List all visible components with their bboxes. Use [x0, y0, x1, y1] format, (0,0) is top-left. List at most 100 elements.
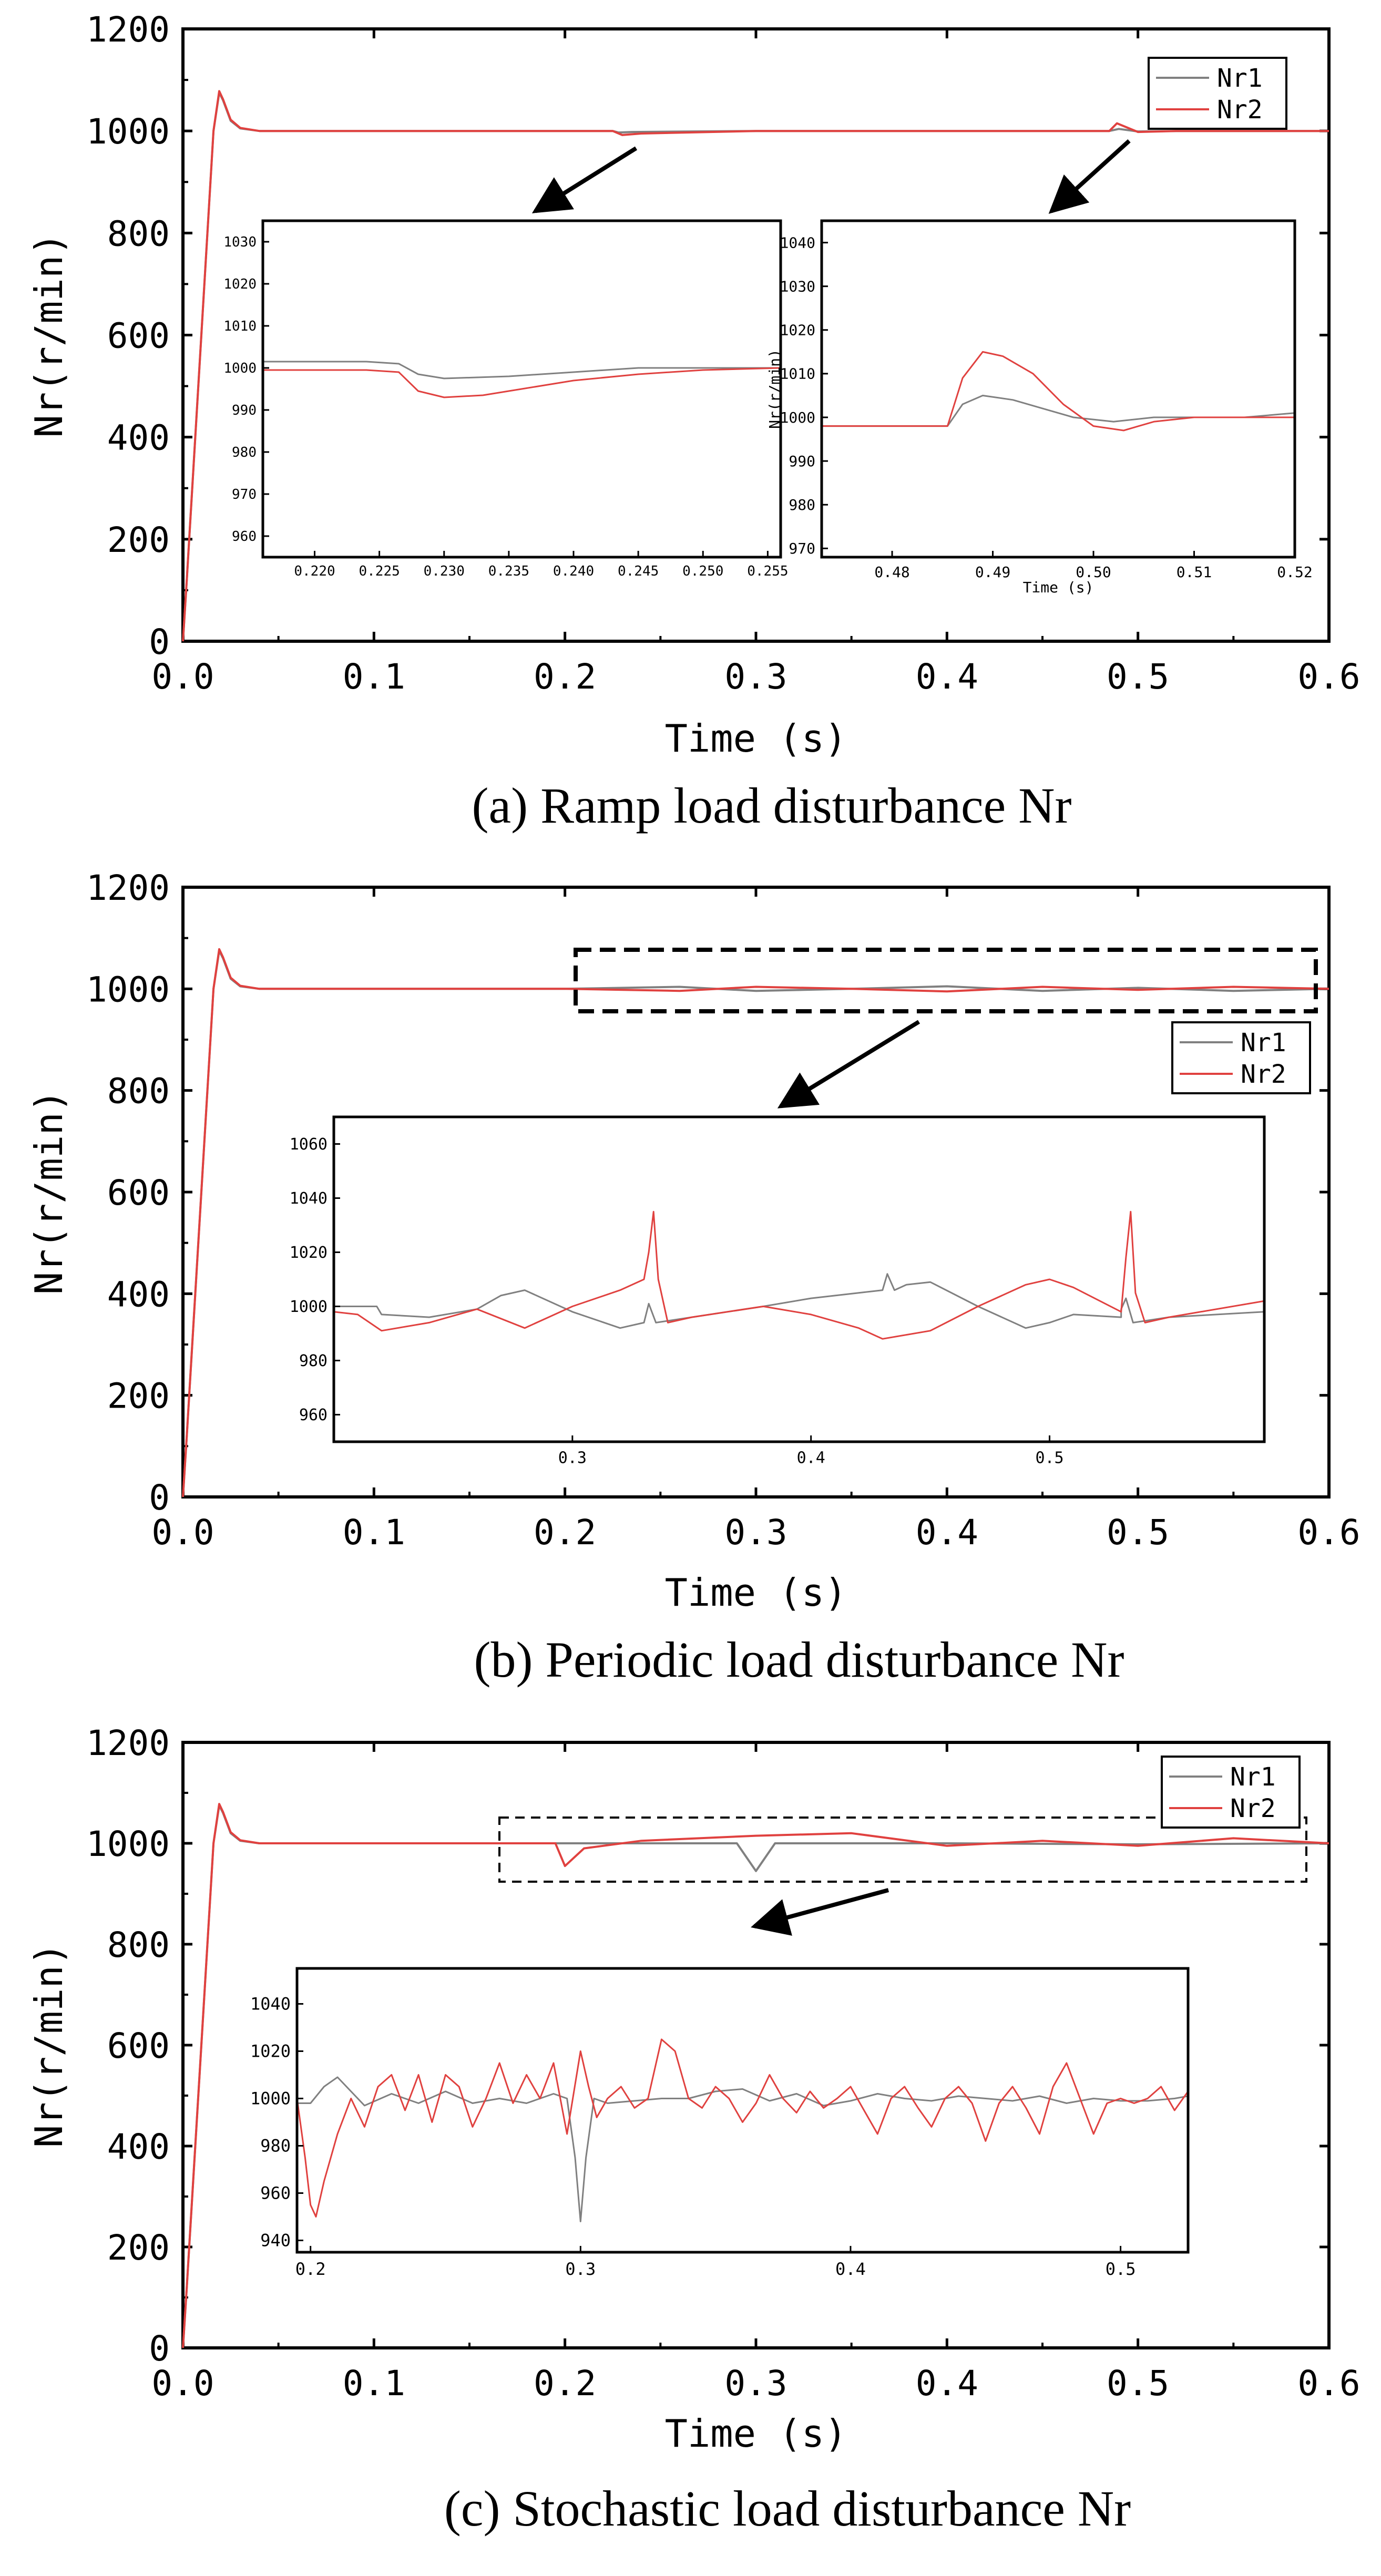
- x-tick-label: 0.4: [916, 2363, 978, 2404]
- inset-y-tick-label: 1020: [780, 322, 815, 339]
- inset-x-tick-label: 0.245: [618, 563, 659, 579]
- inset-y-tick-label: 980: [299, 1352, 328, 1370]
- inset-series-line-nr2: [334, 1210, 1264, 1340]
- x-tick-label: 0.2: [534, 656, 596, 697]
- inset-x-tick-label: 0.250: [682, 563, 723, 579]
- y-tick-label: 200: [107, 520, 170, 560]
- inset-plot-2: 970 980 990 1000 1010 1020 1030 1040 0.48 0.49 0.5…: [766, 219, 1313, 596]
- inset-y-tick-label: 1020: [290, 1244, 328, 1262]
- y-tick-label: 1200: [86, 868, 170, 908]
- inset-y-tick-label: 1010: [223, 319, 257, 334]
- y-tick-label: 1200: [86, 1723, 170, 1763]
- inset-y-tick-label: 1000: [250, 2089, 291, 2109]
- inset-series-line-nr2: [297, 2038, 1188, 2218]
- x-tick-label: 0.2: [534, 1512, 596, 1553]
- x-tick-label: 0.5: [1107, 656, 1169, 697]
- zoom-arrow: [777, 1020, 920, 1109]
- x-tick-label: 0.0: [151, 1512, 214, 1553]
- x-tick-label: 0.3: [724, 1512, 787, 1553]
- legend-box: [1161, 1756, 1301, 1829]
- series-line-nr2: [182, 948, 1329, 1497]
- figure-caption: (c) Stochastic load disturbance Nr: [444, 2480, 1131, 2537]
- y-tick-label: 1200: [86, 9, 170, 50]
- inset-x-tick-label: 0.230: [424, 563, 465, 579]
- y-tick-label: 600: [107, 1173, 170, 1213]
- figure-caption: (b) Periodic load disturbance Nr: [474, 1631, 1124, 1688]
- y-tick-label: 800: [107, 213, 170, 254]
- zoom-arrow: [751, 1888, 889, 1936]
- inset-y-tick-label: 980: [232, 445, 257, 460]
- inset-x-tick-label: 0.5: [1106, 2259, 1136, 2279]
- inset-y-tick-label: 1020: [250, 2041, 291, 2061]
- inset-series-line-nr1: [263, 361, 781, 379]
- inset-y-tick-label: 1040: [290, 1189, 328, 1208]
- inset-series-line-nr1: [334, 1273, 1264, 1329]
- inset-x-tick-label: 0.220: [294, 563, 335, 579]
- x-tick-label: 0.1: [343, 656, 405, 697]
- x-tick-label: 0.4: [916, 1512, 978, 1553]
- figure-caption: (a) Ramp load disturbance Nr: [472, 777, 1072, 834]
- y-tick-label: 400: [107, 1274, 170, 1315]
- y-axis-label: Nr(r/min): [27, 232, 71, 437]
- x-tick-label: 0.5: [1107, 2363, 1169, 2404]
- inset-y-tick-label: 1010: [780, 365, 815, 383]
- inset-y-tick-label: 980: [789, 496, 815, 514]
- inset-series-line-nr2: [822, 351, 1295, 432]
- legend-label-nr1: Nr1: [1241, 1028, 1286, 1058]
- inset-x-tick-label: 0.52: [1277, 563, 1312, 581]
- x-tick-label: 0.5: [1107, 1512, 1169, 1553]
- legend-label-nr2: Nr2: [1230, 1794, 1276, 1823]
- inset-y-tick-label: 1000: [780, 409, 815, 426]
- inset-y-tick-label: 990: [232, 403, 257, 418]
- inset-y-tick-label: 1000: [223, 361, 257, 376]
- inset-y-tick-label: 1060: [290, 1135, 328, 1154]
- inset-frame: [295, 1967, 1190, 2254]
- legend-label-nr1: Nr1: [1230, 1762, 1276, 1792]
- y-axis-label: Nr(r/min): [27, 1090, 71, 1295]
- inset-y-tick-label: 990: [789, 453, 815, 470]
- x-tick-label: 0.6: [1297, 2363, 1360, 2404]
- zoom-region-box: [574, 948, 1318, 1013]
- inset-y-tick-label: 1020: [223, 276, 257, 292]
- legend-label-nr1: Nr1: [1217, 64, 1263, 93]
- inset-y-tick-label: 960: [232, 529, 257, 545]
- inset-background: [297, 1968, 1188, 2252]
- y-tick-label: 1000: [86, 111, 170, 152]
- legend-box: [1171, 1021, 1311, 1094]
- x-tick-label: 0.4: [916, 656, 978, 697]
- x-tick-label: 0.0: [151, 656, 214, 697]
- inset-background: [334, 1117, 1264, 1442]
- inset-x-tick-label: 0.51: [1177, 563, 1212, 581]
- inset-y-tick-label: 1030: [780, 278, 815, 295]
- legend-label-nr2: Nr2: [1217, 95, 1263, 125]
- chart-panel-b: 0 200 400 600 800 1000 1200 0.0 0.1 0.2 0.3 0.4 0.5 0…: [27, 868, 1360, 1688]
- legend-label-nr2: Nr2: [1241, 1060, 1286, 1089]
- y-tick-label: 600: [107, 316, 170, 356]
- y-tick-label: 400: [107, 418, 170, 458]
- inset-y-tick-label: 940: [260, 2231, 291, 2251]
- inset-frame: [820, 219, 1296, 559]
- inset-x-tick-label: 0.3: [565, 2259, 596, 2279]
- x-tick-label: 0.6: [1297, 1512, 1360, 1553]
- inset-y-tick-label: 1030: [223, 234, 257, 250]
- inset-y-tick-label: 1040: [250, 1994, 291, 2014]
- x-axis-label: Time (s): [665, 2411, 847, 2456]
- inset-x-tick-label: 0.225: [359, 563, 400, 579]
- x-axis-label: Time (s): [665, 716, 847, 761]
- inset-y-tick-label: 960: [299, 1406, 328, 1424]
- y-tick-label: 800: [107, 1071, 170, 1112]
- y-tick-label: 0: [149, 1477, 170, 1518]
- y-tick-label: 1000: [86, 1824, 170, 1864]
- x-tick-label: 0.2: [534, 2363, 596, 2404]
- y-tick-label: 400: [107, 2127, 170, 2167]
- inset-frame: [261, 219, 782, 559]
- inset-y-axis-label: Nr(r/min): [766, 349, 783, 429]
- legend-box: [1148, 57, 1287, 130]
- inset-x-tick-label: 0.4: [797, 1449, 825, 1467]
- inset-x-tick-label: 0.240: [553, 563, 594, 579]
- x-tick-label: 0.1: [343, 2363, 405, 2404]
